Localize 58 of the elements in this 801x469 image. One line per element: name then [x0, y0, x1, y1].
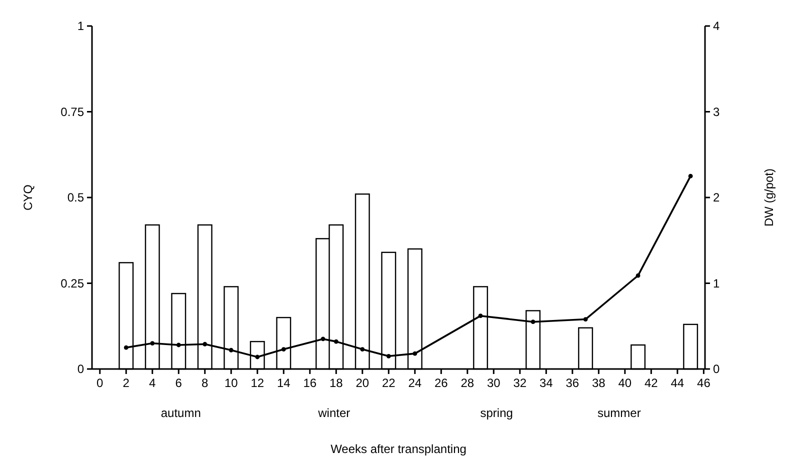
point: [150, 341, 155, 346]
point: [228, 348, 234, 352]
point: [636, 273, 640, 278]
x-tick-label: 44: [670, 376, 684, 390]
y-tick-label: 0.25: [60, 276, 84, 290]
y2-tick-label: 1: [713, 276, 720, 290]
x-tick-label: 22: [382, 376, 396, 390]
y2-axis-title: DW (g/pot): [762, 168, 776, 227]
y2-tick-label: 4: [713, 19, 720, 34]
x-tick-label: 40: [618, 376, 632, 390]
x-tick-label: 14: [276, 376, 291, 390]
point: [255, 354, 260, 360]
y2-tick-label: 3: [713, 104, 720, 119]
x-tick-label: 38: [592, 376, 606, 390]
x-tick-label: 12: [250, 376, 264, 390]
point: [530, 320, 536, 324]
x-tick-label: 34: [539, 376, 554, 390]
x-tick-label: 4: [149, 376, 156, 390]
text: summer: [598, 406, 641, 420]
point: [202, 342, 208, 346]
x-tick-label: 30: [486, 376, 501, 390]
x-tick-label: 10: [224, 376, 238, 390]
point: [124, 345, 128, 350]
point: [320, 336, 326, 342]
y2-tick-label: 0: [713, 362, 720, 376]
x-axis-title: Weeks after transplanting: [330, 442, 466, 456]
x-tick-label: 2: [122, 376, 130, 390]
text: spring: [480, 406, 513, 420]
point: [281, 347, 286, 352]
point: [478, 314, 483, 318]
x-tick-label: 36: [566, 376, 580, 390]
x-tick-label: 6: [175, 376, 182, 390]
x-tick-label: 18: [329, 376, 344, 390]
point: [583, 317, 588, 322]
text: autumn: [160, 406, 201, 420]
y-axis-title: CYQ: [21, 184, 35, 211]
y-tick-label: 0.75: [60, 104, 84, 119]
y-tick-label: 0.5: [67, 190, 84, 205]
y-tick-label: 1: [77, 19, 84, 34]
point: [386, 354, 391, 358]
x-tick-label: 0: [96, 376, 104, 390]
point: [334, 339, 338, 344]
point: [176, 342, 181, 348]
x-tick-label: 26: [434, 376, 448, 390]
x-tick-label: 32: [513, 376, 527, 390]
x-tick-label: 42: [644, 376, 658, 390]
point: [412, 351, 418, 356]
y-tick-label: 0: [77, 362, 84, 376]
text: winter: [317, 406, 350, 420]
x-tick-label: 20: [356, 376, 370, 390]
x-tick-label: 28: [460, 376, 474, 390]
x-tick-label: 24: [408, 376, 422, 390]
point: [360, 347, 365, 352]
x-tick-label: 8: [202, 376, 209, 390]
point: [688, 174, 693, 178]
y2-tick-label: 2: [713, 190, 720, 205]
x-tick-label: 16: [303, 376, 317, 390]
x-tick-label: 46: [697, 376, 711, 390]
